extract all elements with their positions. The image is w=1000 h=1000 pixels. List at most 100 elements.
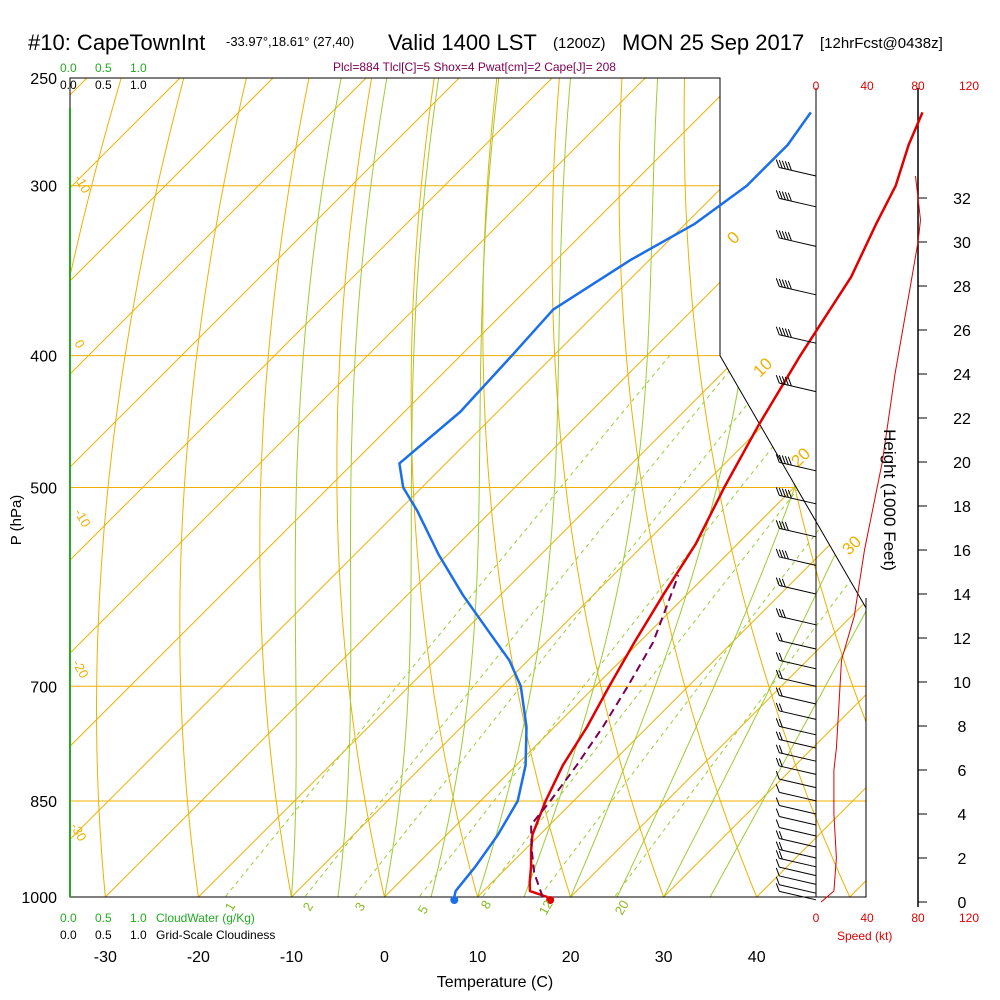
chart-frame	[69, 77, 919, 907]
wind-barb-flag	[778, 731, 783, 741]
wind-barb-flag	[778, 577, 783, 587]
wind-barb-staff	[779, 838, 817, 848]
wind-barb-flag	[781, 609, 786, 618]
station-coords: -33.97°,18.61° (27,40)	[226, 34, 354, 49]
isotherm-line	[70, 78, 739, 897]
wind-barb-flag	[775, 652, 780, 661]
height-tick-label: 16	[953, 543, 971, 560]
temperature-tick-label: -30	[94, 949, 117, 966]
temperature-tick-label: 30	[655, 949, 673, 966]
wind-barb-staff	[779, 827, 817, 837]
wind-barb-flag	[775, 577, 780, 586]
wind-barb-flag	[775, 867, 780, 877]
temperature-curve	[528, 111, 924, 899]
wind-barb	[775, 819, 817, 837]
wind-barb	[775, 830, 817, 848]
wind-barb	[775, 702, 817, 720]
wind-barb-flag	[784, 521, 789, 531]
height-tick-label: 0	[958, 895, 967, 912]
wind-barb-flag	[784, 279, 789, 289]
isotherm-line	[70, 78, 832, 897]
height-tick-label: 32	[953, 191, 971, 208]
wind-barb-staff	[779, 765, 817, 775]
wind-barb-staff	[779, 890, 817, 901]
temperature-tick-label: 20	[562, 949, 580, 966]
isotherm-label: 30	[838, 532, 865, 559]
moist-adiabat-line	[337, 78, 392, 897]
wind-barb-flag	[775, 731, 780, 740]
wind-barb	[775, 757, 817, 775]
left-isotherm-label: 0	[71, 337, 88, 351]
x-axis-title: Temperature (C)	[437, 974, 553, 991]
wind-barb-flag	[775, 548, 780, 558]
left-isotherm-label: -20	[69, 657, 91, 681]
height-tick-label: 4	[958, 807, 967, 824]
wind-barb-flag	[784, 550, 789, 559]
wind-barb-flag	[781, 191, 786, 200]
mixing-ratio-label: 20	[612, 897, 632, 917]
wind-barb-flag	[787, 280, 792, 289]
wind-barb-flag	[787, 456, 792, 465]
dry-adiabat-line	[808, 78, 866, 897]
wind-barb-flag	[778, 190, 783, 200]
isotherm-line	[70, 78, 274, 897]
wind-barb	[775, 608, 817, 626]
speed-tick-label-bottom: 80	[911, 911, 925, 925]
wind-barb-staff	[779, 875, 817, 885]
wind-barb-flag	[781, 488, 786, 497]
wind-barb-flag	[775, 858, 780, 868]
wind-barb-flag	[781, 376, 786, 385]
wind-barb-flag	[775, 608, 780, 617]
speed-tick-label-top: 40	[860, 79, 874, 93]
wind-barb-flag	[775, 520, 780, 529]
wind-barb-flag	[775, 326, 780, 335]
wind-barb	[775, 632, 817, 650]
pressure-tick-label: 400	[30, 349, 57, 366]
moist-adiabat-line	[290, 78, 347, 897]
wind-barb	[775, 797, 817, 815]
pressure-tick-label: 1000	[21, 890, 57, 907]
wind-barb	[775, 669, 817, 687]
pressure-tick-label: 300	[30, 179, 57, 196]
surface-temperature-marker	[546, 896, 555, 904]
wind-barb-flag	[775, 850, 780, 859]
wind-barb-flag	[778, 632, 783, 642]
moist-adiabat-line	[709, 78, 866, 897]
wind-barb-flag	[778, 608, 783, 618]
wind-barb	[775, 808, 817, 826]
cloud-scale-top: 0.0 0.5 1.0 0.0 0.5 1.0	[60, 61, 147, 92]
isotherm-line	[943, 78, 1000, 897]
wind-barb-staff	[779, 884, 817, 894]
wind-barb	[775, 229, 817, 247]
isotherm-label: 10	[749, 354, 776, 381]
wind-barb-flag	[775, 744, 780, 753]
height-tick-label: 6	[958, 763, 967, 780]
isotherm-label: 0	[723, 228, 743, 248]
dry-adiabat-line	[482, 78, 581, 897]
cloudiness-label: Grid-Scale Cloudiness	[156, 928, 275, 942]
wind-barb-flag	[787, 489, 792, 498]
sounding-curves	[398, 111, 924, 904]
wind-barb-flag	[778, 487, 783, 497]
height-tick-label: 2	[958, 851, 967, 868]
cloud-scale-top-black-1: 0.5	[95, 78, 112, 92]
dry-adiabat-line	[683, 78, 864, 897]
dewpoint-curve	[398, 111, 812, 898]
wind-barb-staff	[779, 739, 817, 749]
wind-barb-staff	[779, 778, 817, 789]
wind-barb-flag	[778, 327, 783, 336]
cloud-scale-bottom-black-0: 0.0	[60, 928, 77, 942]
forecast-date: MON 25 Sep 2017	[622, 30, 804, 55]
wind-barb	[775, 867, 817, 885]
forecast-info: [12hrFcst@0438z]	[820, 35, 943, 52]
temperature-tick-label: 0	[380, 949, 389, 966]
wind-barb-flag	[781, 160, 786, 169]
wind-barb-flag	[778, 670, 783, 679]
wind-barb-flag	[775, 883, 780, 892]
wind-barb	[775, 744, 817, 762]
wind-barb-flag	[775, 159, 780, 168]
wind-barb	[775, 487, 817, 505]
wind-barb-flag	[778, 230, 783, 239]
wind-barb	[775, 883, 817, 901]
